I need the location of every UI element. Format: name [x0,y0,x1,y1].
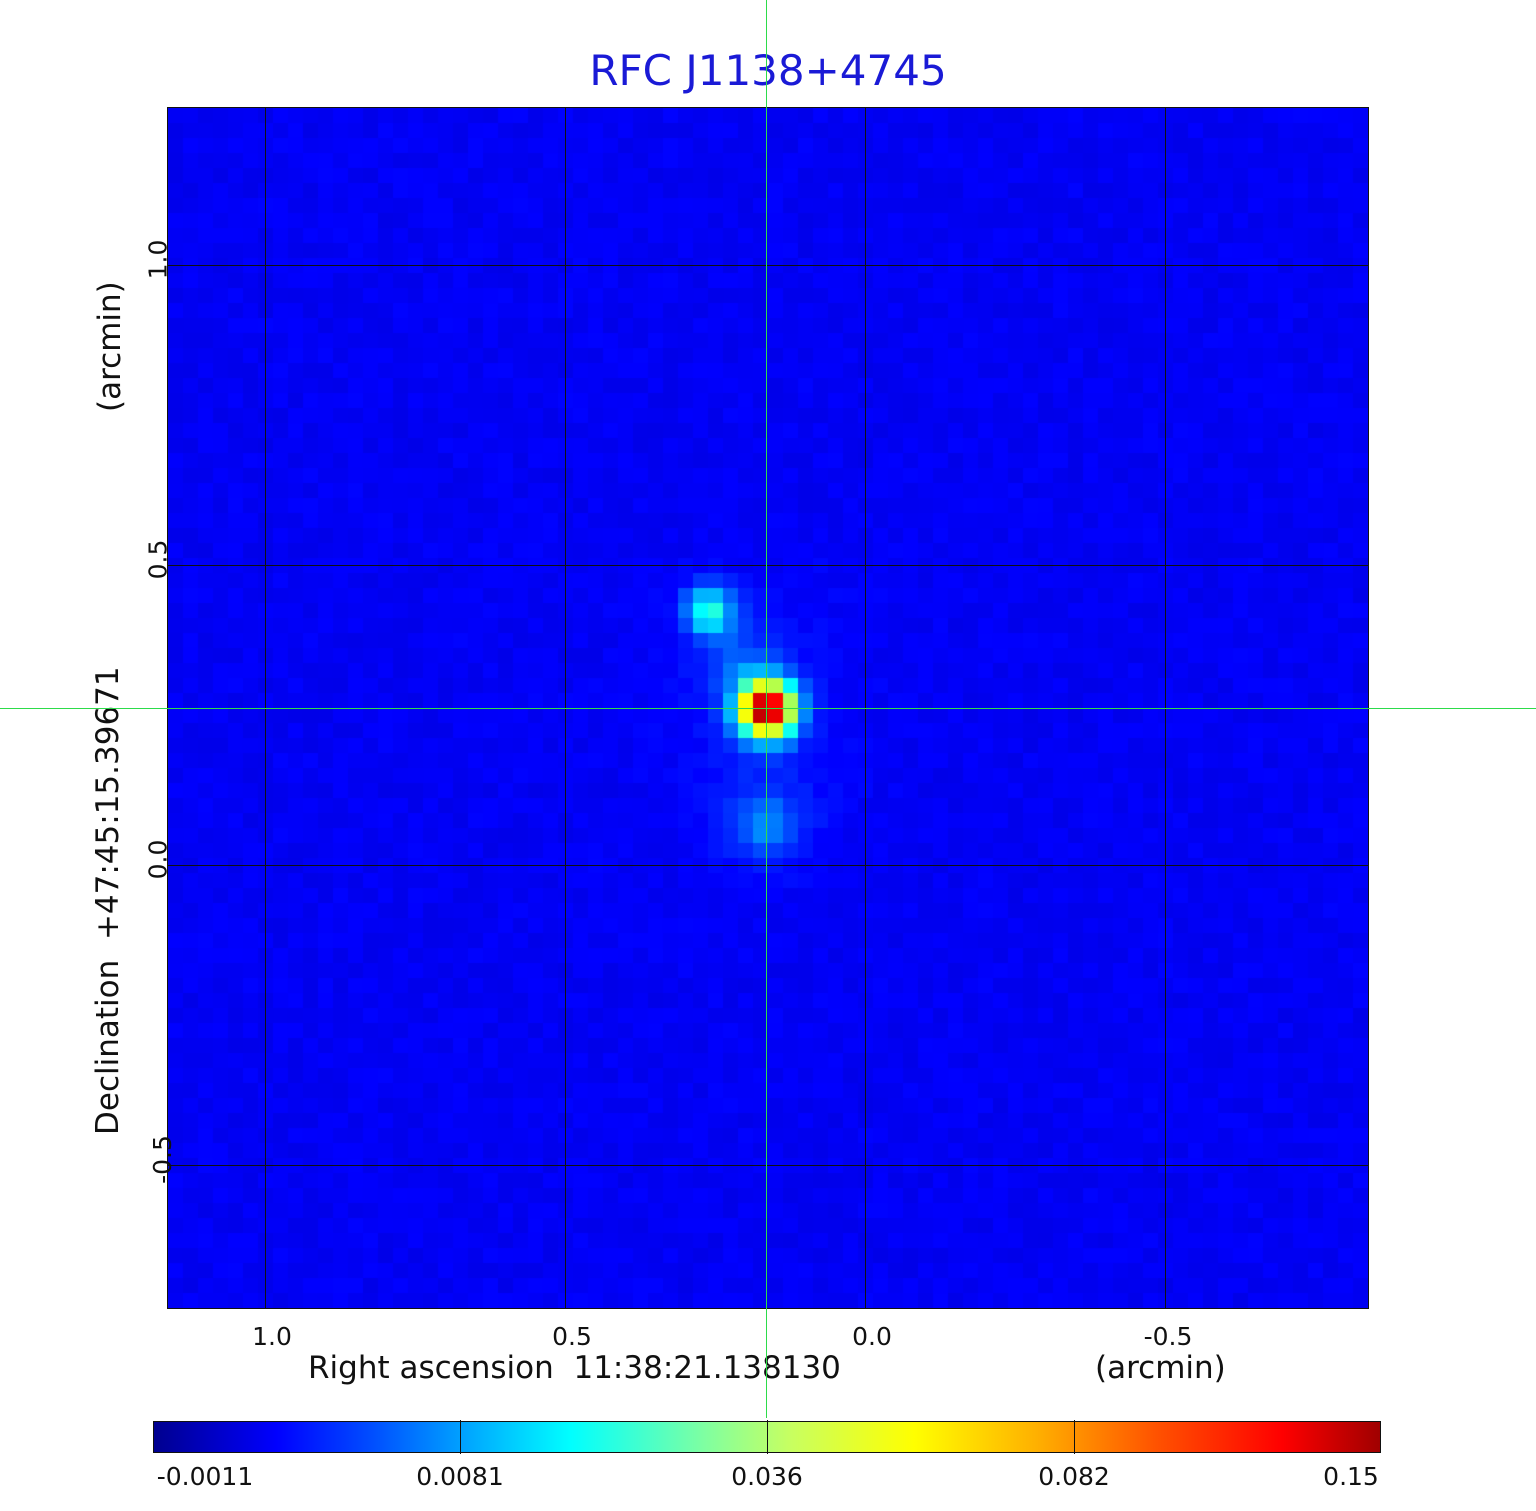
crosshair-vertical [766,0,767,1418]
colorbar-tick [767,1420,768,1454]
y-tick-label: 0.5 [138,540,178,580]
grid-line-y-1.0 [168,265,1368,266]
y-tick-label: 0.0 [138,840,178,880]
y-tick-text: -0.5 [147,1135,177,1184]
y-tick-label: -0.5 [138,1135,187,1184]
grid-line-y--0.5 [168,1165,1368,1166]
figure-title: RFC J1138+4745 [589,46,947,95]
y-axis-unit: (arcmin) [92,281,128,412]
y-tick-label: 1.0 [138,240,178,280]
y-tick-text: 0.0 [143,839,173,880]
colorbar-label: 0.15 [1323,1462,1379,1491]
y-tick-text: 1.0 [143,239,173,280]
colorbar-label: -0.0011 [156,1462,254,1491]
x-tick-label: -0.5 [1143,1322,1193,1351]
colorbar-label: 0.082 [1038,1462,1110,1491]
colorbar-label: 0.0081 [416,1462,504,1491]
x-tick-label: 0.0 [852,1322,892,1351]
crosshair-horizontal [0,708,1536,709]
grid-line-y-0.5 [168,565,1368,566]
x-tick-label: 1.0 [252,1322,292,1351]
colorbar-label: 0.036 [731,1462,803,1491]
x-axis-unit: (arcmin) [1095,1350,1226,1386]
colorbar-tick [1074,1420,1075,1454]
grid-line-y-0.0 [168,865,1368,866]
x-axis-label: Right ascension 11:38:21.138130 [308,1350,841,1386]
x-tick-label: 0.5 [552,1322,592,1351]
colorbar-tick [460,1420,461,1454]
y-tick-text: 0.5 [143,539,173,580]
y-axis-label: Declination +47:45:15.39671 [90,666,126,1135]
